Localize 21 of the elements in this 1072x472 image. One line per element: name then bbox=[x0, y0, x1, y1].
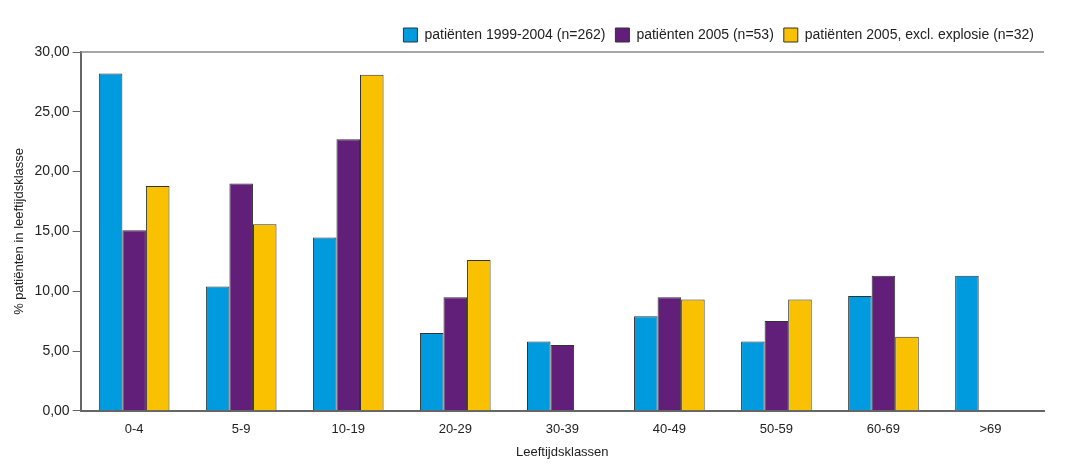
legend-label: patiënten 2005, excl. explosie (n=32) bbox=[804, 25, 1035, 42]
x-tick-label: 60-69 bbox=[866, 421, 901, 437]
y-tick-label: 20,00 bbox=[34, 162, 70, 179]
y-axis-title: % patiënten in leeftijdsklasse bbox=[11, 147, 27, 315]
x-tick-label: 0-4 bbox=[124, 421, 144, 437]
x-tick-label: 50-59 bbox=[759, 421, 794, 437]
legend-label: patiënten 1999-2004 (n=262) bbox=[424, 25, 606, 42]
x-tick-label: 20-29 bbox=[438, 421, 472, 437]
y-tick-label: 15,00 bbox=[34, 222, 70, 239]
legend-label: patiënten 2005 (n=53) bbox=[636, 25, 774, 42]
x-tick-label: 5-9 bbox=[231, 421, 251, 437]
y-tick-label: 30,00 bbox=[34, 42, 70, 59]
y-tick-label: 5,00 bbox=[42, 341, 70, 358]
y-tick-label: 25,00 bbox=[34, 102, 70, 119]
x-axis-title: Leeftijdsklassen bbox=[516, 443, 609, 459]
x-tick-label: 10-19 bbox=[331, 421, 365, 437]
x-tick-label: >69 bbox=[979, 421, 1002, 437]
y-tick-label: 10,00 bbox=[34, 282, 70, 299]
y-tick-label: 0,00 bbox=[42, 401, 70, 418]
x-tick-label: 40-49 bbox=[652, 421, 686, 437]
x-tick-label: 30-39 bbox=[545, 421, 579, 437]
